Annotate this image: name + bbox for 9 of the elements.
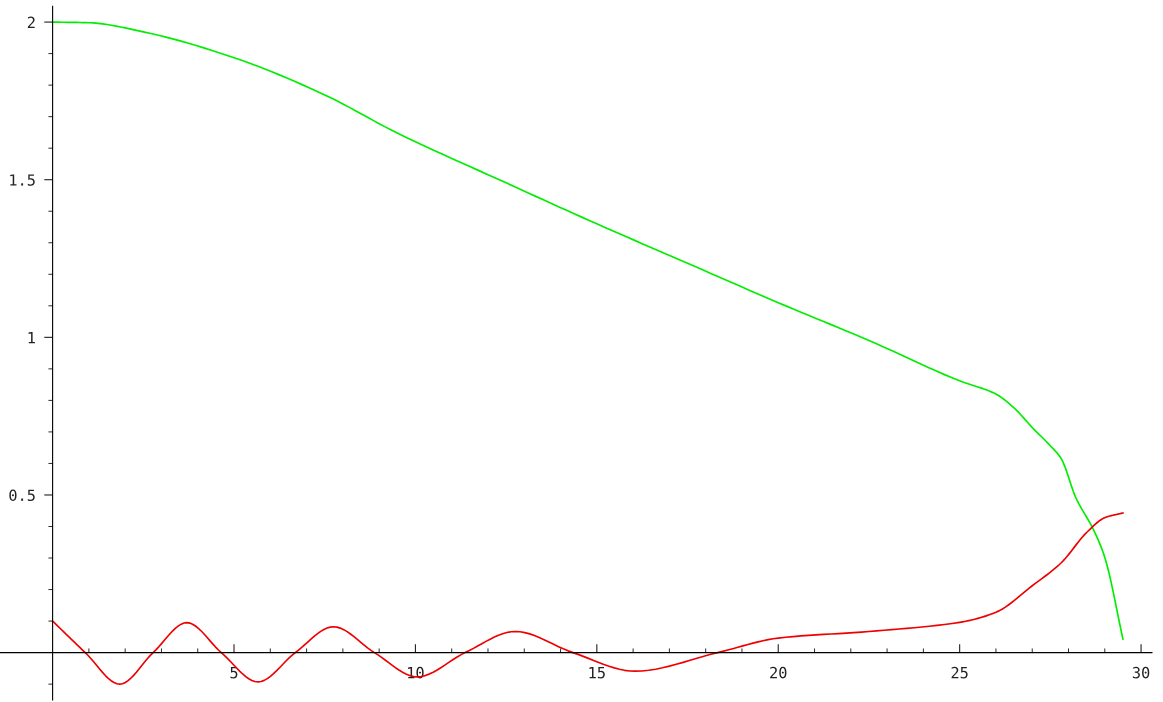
x-tick-label: 15 [589,667,605,679]
y-tick-label: 1 [28,332,35,344]
y-tick-label: 2 [27,16,35,28]
x-tick-label: 30 [1132,666,1150,679]
x-tick-label: 5 [230,667,238,679]
y-tick-label: 0.5 [9,489,35,502]
x-tick-label: 20 [770,666,787,679]
x-tick-label: 25 [951,666,968,679]
y-tick-label: 1.5 [10,174,35,186]
